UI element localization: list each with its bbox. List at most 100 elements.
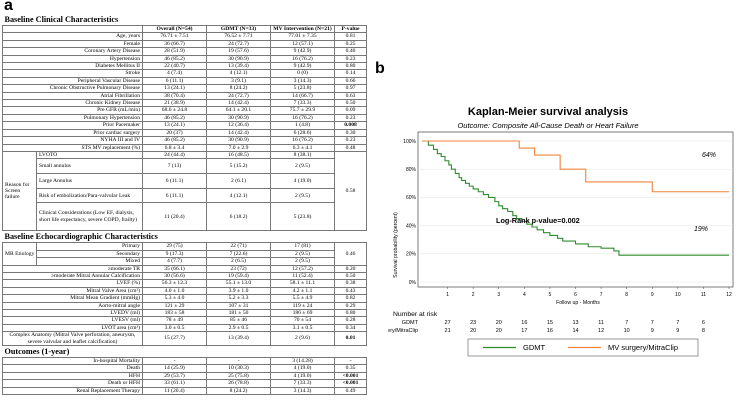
- mv-value: 70 ± 54: [270, 316, 335, 325]
- baseline-section-title: Baseline Clinical Characteristics: [4, 15, 119, 24]
- risk-count: 17: [521, 328, 527, 334]
- p-value: -: [333, 356, 368, 366]
- row-label: STS MV replacement (%): [2, 143, 143, 152]
- table-row: Coronary Artery Disease 28 (51.9) 19 (57.6…: [2, 47, 368, 56]
- mv-value: 16 (76.2): [270, 113, 335, 123]
- row-label: In-hospital Mortality: [2, 356, 143, 366]
- x-tick-label: 7: [600, 292, 603, 298]
- gdmt-value: 4 (12.1): [206, 188, 271, 204]
- gdmt-value: 6 (18.2): [206, 202, 271, 232]
- mv-value: 2 (9.6): [270, 331, 335, 346]
- y-tick-label: 60%: [406, 195, 417, 201]
- p-value: 0.43: [333, 286, 368, 296]
- mv-value: 3 (14.3): [270, 76, 335, 86]
- table-row: Chronic Obstructive Pulmonary Disease 13 …: [2, 84, 368, 93]
- overall-value: 121 ± 29: [142, 301, 207, 310]
- mv-value: 4 (19.0): [270, 371, 335, 381]
- overall-value: 14 (25.9): [142, 364, 207, 373]
- row-label: HFH: [2, 371, 143, 381]
- km-y-axis-label: Survival probability (percent): [393, 212, 399, 278]
- mv-value: 3 (14.3): [270, 386, 335, 396]
- risk-count: 20: [496, 320, 502, 326]
- p-value: 0.97: [333, 84, 368, 93]
- gdmt-value: 181 ± 50: [206, 308, 271, 318]
- row-label: Age, years: [2, 32, 143, 41]
- x-tick-label: 1: [446, 292, 449, 298]
- table-row: Renal Replacement Therapy 11 (20.4) 8 (24.…: [2, 386, 368, 396]
- x-tick-label: 6: [574, 292, 577, 298]
- table-row: Death 14 (25.9) 10 (30.3) 4 (19.0) 0.35: [2, 364, 368, 373]
- panel-a-letter: a: [4, 0, 13, 14]
- row-label: Pulmonary Hypertension: [2, 113, 143, 123]
- table-row: Mixed 4 (7.7) 2 (6.5) 2 (9.5): [3, 257, 367, 266]
- risk-group-label: GDMT: [402, 320, 419, 326]
- table-row: Death or HFH 33 (61.1) 26 (78.8) 7 (33.3) <0…: [2, 379, 368, 388]
- row-label: LVOTO: [36, 150, 143, 160]
- p-value: 0.23: [333, 136, 368, 145]
- risk-count: 10: [624, 328, 630, 334]
- row-label: Small annulus: [36, 158, 143, 175]
- mv-value: 4 (19.0): [270, 173, 335, 190]
- mv-value: 2 (9.5): [270, 249, 335, 259]
- gdmt-value: 19 (59.4): [206, 271, 271, 281]
- overall-value: 6.8 ± 3.4: [142, 143, 207, 152]
- overall-value: 9 (17.3): [142, 249, 207, 259]
- table-section-header: Outcomes (1-year): [3, 346, 367, 358]
- p-value: 0.35: [333, 364, 368, 373]
- gdmt-value: 30 (90.9): [206, 136, 271, 145]
- x-tick-label: 3: [497, 292, 500, 298]
- gdmt-value: 85 ± 46: [206, 316, 271, 325]
- x-tick-label: 11: [701, 292, 706, 298]
- row-label: Mitral Mean Gradient (mmHg): [2, 294, 143, 303]
- mv-value: 16 (76.2): [270, 136, 335, 145]
- p-value: 0.80: [333, 308, 368, 318]
- risk-count: 7: [651, 320, 654, 326]
- mv-value: 16 (76.2): [270, 54, 335, 64]
- table-row: LVESV (ml) 78 ± 49 85 ± 46 70 ± 54 0.28: [2, 316, 368, 325]
- overall-value: 3.0 ± 0.5: [142, 323, 207, 333]
- mv-value: 9 (42.9): [270, 62, 335, 71]
- table-row: Age, years 76.71 ± 7.51 76.52 ± 7.71 77.01 …: [2, 32, 368, 41]
- p-value: 0.29: [333, 301, 368, 310]
- table-section-header: Baseline Clinical Characteristics: [3, 14, 367, 26]
- km-plot-frame: [417, 131, 734, 288]
- risk-group-label: MV surgery/MitraClip: [388, 328, 418, 334]
- overall-value: 46 (85.2): [142, 113, 207, 123]
- p-value: 0.20: [333, 264, 368, 273]
- x-tick-label: 10: [675, 292, 681, 298]
- mv-value: 2 (9.5): [270, 257, 335, 266]
- risk-count: 13: [572, 320, 578, 326]
- table-row: LVEF (%) 56.3 ± 12.3 55.1 ± 13.0 58.1 ± 11.…: [2, 279, 368, 288]
- row-label: Aorto-mitral angle: [2, 301, 143, 310]
- mr-etiology-label: MR Etiology: [2, 242, 37, 266]
- table-row: Chronic Kidney Disease 21 (38.9) 14 (42.4)…: [2, 99, 368, 108]
- mv-value: 75.7 ± 29.9: [270, 106, 335, 115]
- km-subtitle: Outcome: Composite All-Cause Death or He…: [457, 121, 638, 130]
- header-cell: [2, 24, 143, 34]
- x-tick-label: 12: [726, 292, 732, 298]
- overall-value: 6 (11.1): [142, 76, 207, 86]
- row-label: Atrial Fibrillation: [2, 91, 143, 101]
- mv-value: 6 (28.6): [270, 128, 335, 138]
- gdmt-value: 8 (24.2): [206, 386, 271, 396]
- mv-value: 186 ± 69: [270, 308, 335, 318]
- table-row: Peripheral Vascular Disease 6 (11.1) 3 (9.…: [2, 76, 368, 86]
- table-row: Clinical Considerations (Low EF, dialysi…: [3, 202, 367, 232]
- x-tick-label: 9: [651, 292, 654, 298]
- gdmt-value: 19 (57.6): [206, 47, 271, 56]
- header-cell: P-value: [333, 24, 368, 34]
- legend-gdmt-label: GDMT: [523, 343, 545, 352]
- table-row: Mitral Valve Area (cm²) 4.0 ± 1.0 3.9 ± 1.…: [2, 286, 368, 296]
- p-value: 0.09: [333, 106, 368, 115]
- table-row: Prior cardiac surgery 20 (37) 14 (42.4) 6 (…: [2, 128, 368, 138]
- overall-value: 56.3 ± 12.3: [142, 279, 207, 288]
- gdmt-value: 16 (48.5): [206, 150, 271, 160]
- mv-value: 4 (19.0): [270, 364, 335, 373]
- risk-count: 21: [445, 328, 451, 334]
- gdmt-value: 25 (75.8): [206, 371, 271, 381]
- overall-value: 38 (70.4): [142, 91, 207, 101]
- p-value: 0.81: [333, 32, 368, 41]
- row-label: ≥moderate TR: [2, 264, 143, 273]
- overall-value: 4.0 ± 1.0: [142, 286, 207, 296]
- risk-count: 16: [521, 320, 527, 326]
